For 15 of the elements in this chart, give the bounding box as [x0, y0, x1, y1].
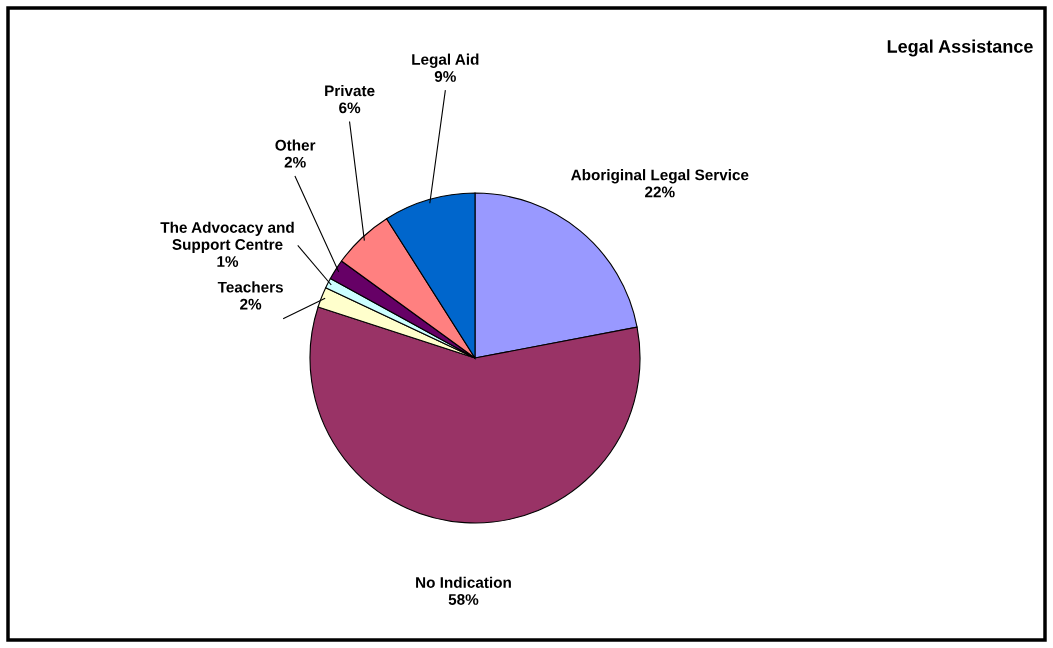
slice-label: Legal Aid — [412, 53, 479, 68]
slice-label: Aboriginal Legal Service — [571, 169, 749, 184]
data-label: 9% — [434, 71, 456, 82]
data-label: 1% — [217, 256, 239, 267]
slice-label: No Indication — [416, 576, 511, 588]
slice-label: Other — [275, 139, 316, 151]
data-label: 6% — [339, 102, 361, 114]
slice-label: Private — [325, 84, 375, 97]
data-label: 58% — [448, 594, 479, 605]
slice-label: The Advocacy and Support Centre — [160, 221, 294, 253]
data-label: 2% — [284, 156, 306, 168]
slice-label: Teachers — [217, 281, 283, 293]
data-label: 22% — [645, 186, 675, 198]
text: Legal Assistance — [887, 39, 1033, 57]
data-label: 2% — [240, 298, 262, 310]
